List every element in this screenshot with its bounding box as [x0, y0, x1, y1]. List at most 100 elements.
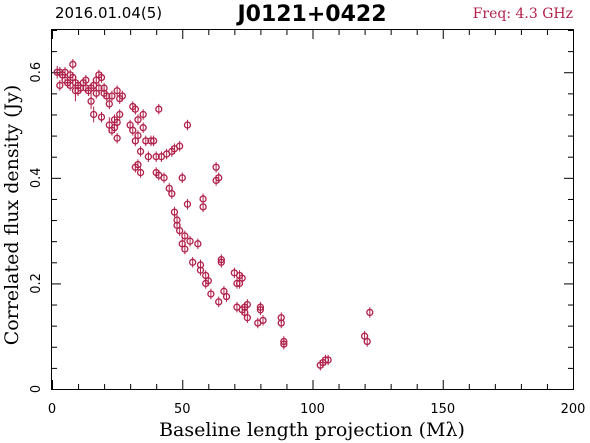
data-point — [215, 296, 223, 308]
data-point — [175, 140, 184, 152]
x-axis-label: Baseline length projection (Mλ) — [159, 419, 465, 441]
data-point — [181, 243, 189, 255]
point-marker — [189, 258, 197, 266]
point-marker — [238, 274, 246, 282]
observation-date: 2016.01.04(5) — [55, 4, 162, 22]
point-marker — [134, 131, 142, 140]
data-point — [204, 275, 212, 287]
data-point — [256, 301, 265, 313]
point-marker — [175, 226, 184, 235]
point-marker — [207, 290, 215, 298]
data-point — [142, 135, 150, 147]
data-point — [139, 122, 147, 133]
point-marker — [152, 153, 160, 161]
y-tick-label: 0.4 — [29, 167, 44, 188]
y-tick-label: 0.6 — [29, 62, 44, 83]
point-marker — [134, 160, 142, 169]
data-point — [160, 172, 168, 184]
x-tick-label: 50 — [174, 402, 191, 417]
point-marker — [243, 300, 252, 309]
data-point — [277, 312, 285, 324]
point-marker — [136, 168, 145, 177]
data-point — [144, 151, 153, 162]
point-marker — [95, 84, 103, 92]
data-point — [183, 198, 192, 210]
point-marker — [222, 292, 231, 301]
data-point — [69, 59, 77, 70]
data-point — [152, 151, 160, 162]
x-tick-label: 100 — [300, 402, 325, 417]
point-marker — [105, 100, 113, 108]
data-point — [134, 114, 142, 126]
point-marker — [144, 153, 153, 161]
point-marker — [196, 266, 205, 274]
x-tick-label: 200 — [561, 402, 586, 417]
point-marker — [277, 314, 285, 322]
data-point — [243, 299, 252, 310]
y-tick-label: 0 — [29, 385, 44, 393]
point-marker — [129, 126, 137, 134]
data-point — [134, 159, 142, 170]
data-point — [97, 111, 106, 123]
data-point — [173, 214, 181, 226]
data-point — [181, 230, 189, 242]
point-marker — [181, 245, 189, 253]
data-point — [90, 106, 98, 123]
point-marker — [324, 356, 332, 364]
point-marker — [113, 87, 121, 95]
point-marker — [160, 174, 168, 182]
data-point — [194, 238, 202, 250]
data-point — [199, 201, 207, 213]
point-marker — [175, 142, 184, 150]
point-marker — [199, 203, 207, 211]
data-point — [222, 291, 231, 302]
point-marker — [363, 337, 371, 346]
data-point — [280, 338, 288, 350]
data-point — [95, 82, 103, 94]
data-point — [56, 80, 64, 91]
point-marker — [113, 134, 121, 142]
data-point — [168, 188, 176, 199]
point-marker — [118, 92, 126, 100]
point-marker — [139, 110, 147, 119]
data-point — [178, 172, 186, 184]
x-tick-label: 150 — [430, 402, 455, 417]
data-point — [155, 103, 163, 115]
data-point — [113, 85, 121, 96]
data-points — [53, 59, 374, 371]
data-point — [196, 264, 205, 276]
point-marker — [173, 216, 181, 224]
point-marker — [116, 110, 124, 119]
data-point — [175, 225, 184, 236]
point-marker — [103, 92, 111, 100]
point-marker — [215, 298, 223, 306]
data-point — [170, 206, 179, 218]
data-point — [238, 272, 246, 284]
point-marker — [97, 73, 106, 82]
data-point — [134, 130, 142, 141]
point-marker — [97, 113, 106, 121]
data-point — [363, 336, 371, 347]
point-marker — [280, 340, 288, 348]
data-point — [105, 98, 113, 110]
point-marker — [170, 208, 179, 216]
y-axis-label: Correlated flux density (Jy) — [1, 85, 23, 346]
data-point — [103, 90, 111, 102]
chart-title: J0121+0422 — [235, 2, 386, 27]
point-marker — [131, 105, 140, 113]
data-point — [243, 312, 252, 324]
data-point — [217, 257, 225, 268]
x-tick-label: 0 — [48, 402, 56, 417]
data-point — [183, 119, 192, 131]
point-marker — [243, 314, 252, 322]
data-point — [259, 315, 267, 326]
point-marker — [194, 240, 202, 248]
point-marker — [183, 200, 192, 208]
data-point — [149, 135, 158, 147]
point-marker — [56, 81, 64, 90]
point-marker — [204, 277, 212, 285]
axis-tick-labels: 0 50 100 150 200 0 0.2 0.4 0.6 — [29, 62, 585, 417]
plot-frame — [51, 29, 574, 390]
point-marker — [217, 258, 225, 266]
